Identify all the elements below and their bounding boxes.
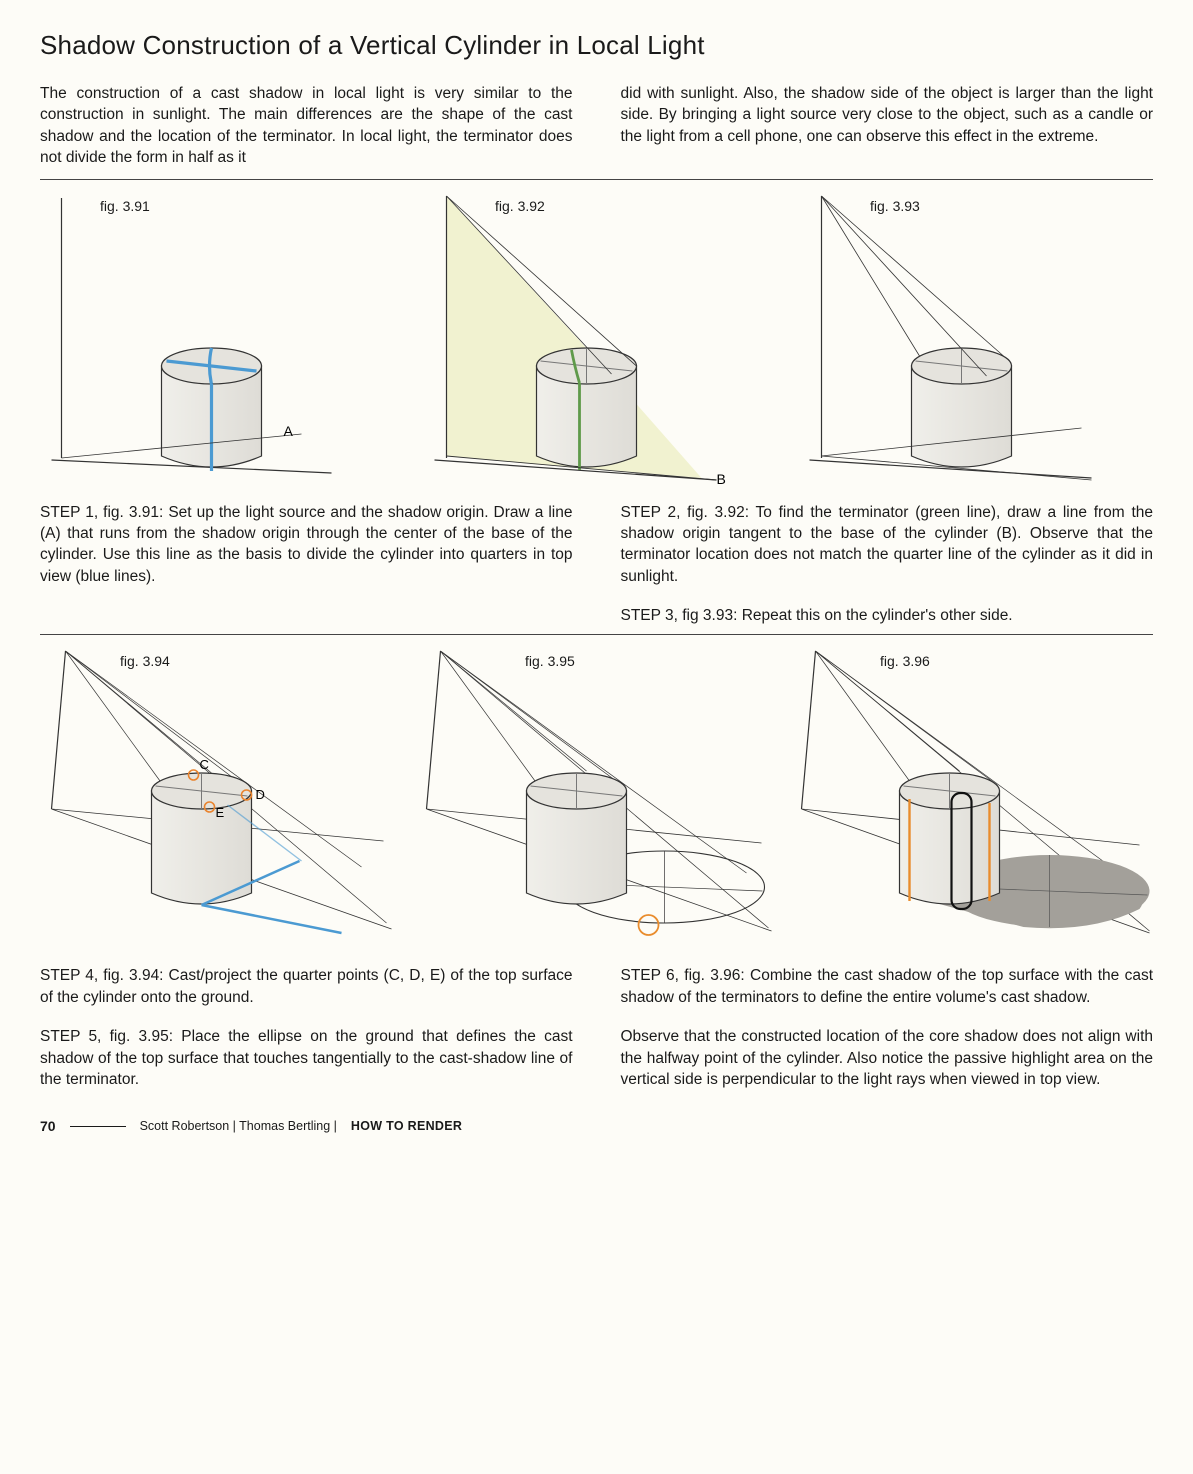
figure-3-94: fig. 3.94 C D <box>40 643 403 943</box>
divider <box>40 634 1153 635</box>
step-text-row-1: STEP 1, fig. 3.91: Set up the light sour… <box>40 502 1153 627</box>
intro-columns: The construction of a cast shadow in loc… <box>40 83 1153 169</box>
step-text-row-2: STEP 4, fig. 3.94: Cast/project the quar… <box>40 965 1153 1090</box>
figure-row-2: fig. 3.94 C D <box>40 643 1153 943</box>
figure-label: fig. 3.92 <box>495 198 545 214</box>
step2-3-text: STEP 2, fig. 3.92: To find the terminato… <box>621 502 1154 627</box>
figure-label: fig. 3.95 <box>525 653 575 669</box>
page-footer: 70 Scott Robertson | Thomas Bertling | H… <box>40 1118 1153 1134</box>
footer-rule <box>70 1126 126 1127</box>
figure-label: fig. 3.96 <box>880 653 930 669</box>
marker-E: E <box>216 805 225 820</box>
step1-text: STEP 1, fig. 3.91: Set up the light sour… <box>40 502 573 627</box>
figure-label: fig. 3.94 <box>120 653 170 669</box>
figure-label: fig. 3.93 <box>870 198 920 214</box>
footer-book-title: HOW TO RENDER <box>351 1119 462 1133</box>
page-title: Shadow Construction of a Vertical Cylind… <box>40 30 1153 61</box>
marker-C: C <box>200 757 209 772</box>
figure-3-95: fig. 3.95 <box>415 643 778 943</box>
step6-observe-text: STEP 6, fig. 3.96: Combine the cast shad… <box>621 965 1154 1090</box>
step5-text: STEP 5, fig. 3.95: Place the ellipse on … <box>40 1026 573 1090</box>
figure-label: fig. 3.91 <box>100 198 150 214</box>
marker-B: B <box>717 471 726 487</box>
figure-row-1: fig. 3.91 A fig. 3.92 <box>40 188 1153 488</box>
page-number: 70 <box>40 1118 56 1134</box>
divider <box>40 179 1153 180</box>
intro-right: did with sunlight. Also, the shadow side… <box>621 83 1154 169</box>
intro-left: The construction of a cast shadow in loc… <box>40 83 573 169</box>
step3-text: STEP 3, fig 3.93: Repeat this on the cyl… <box>621 605 1154 626</box>
step4-5-text: STEP 4, fig. 3.94: Cast/project the quar… <box>40 965 573 1090</box>
figure-3-91: fig. 3.91 A <box>40 188 403 488</box>
figure-3-93: fig. 3.93 <box>790 188 1153 488</box>
figure-3-92: fig. 3.92 B <box>415 188 778 488</box>
step2-text: STEP 2, fig. 3.92: To find the terminato… <box>621 502 1154 588</box>
observe-text: Observe that the constructed location of… <box>621 1026 1154 1090</box>
figure-3-96: fig. 3.96 <box>790 643 1153 943</box>
step4-text: STEP 4, fig. 3.94: Cast/project the quar… <box>40 965 573 1008</box>
marker-A: A <box>284 423 294 439</box>
marker-D: D <box>256 787 265 802</box>
footer-authors: Scott Robertson | Thomas Bertling | <box>140 1119 337 1133</box>
step6-text: STEP 6, fig. 3.96: Combine the cast shad… <box>621 965 1154 1008</box>
